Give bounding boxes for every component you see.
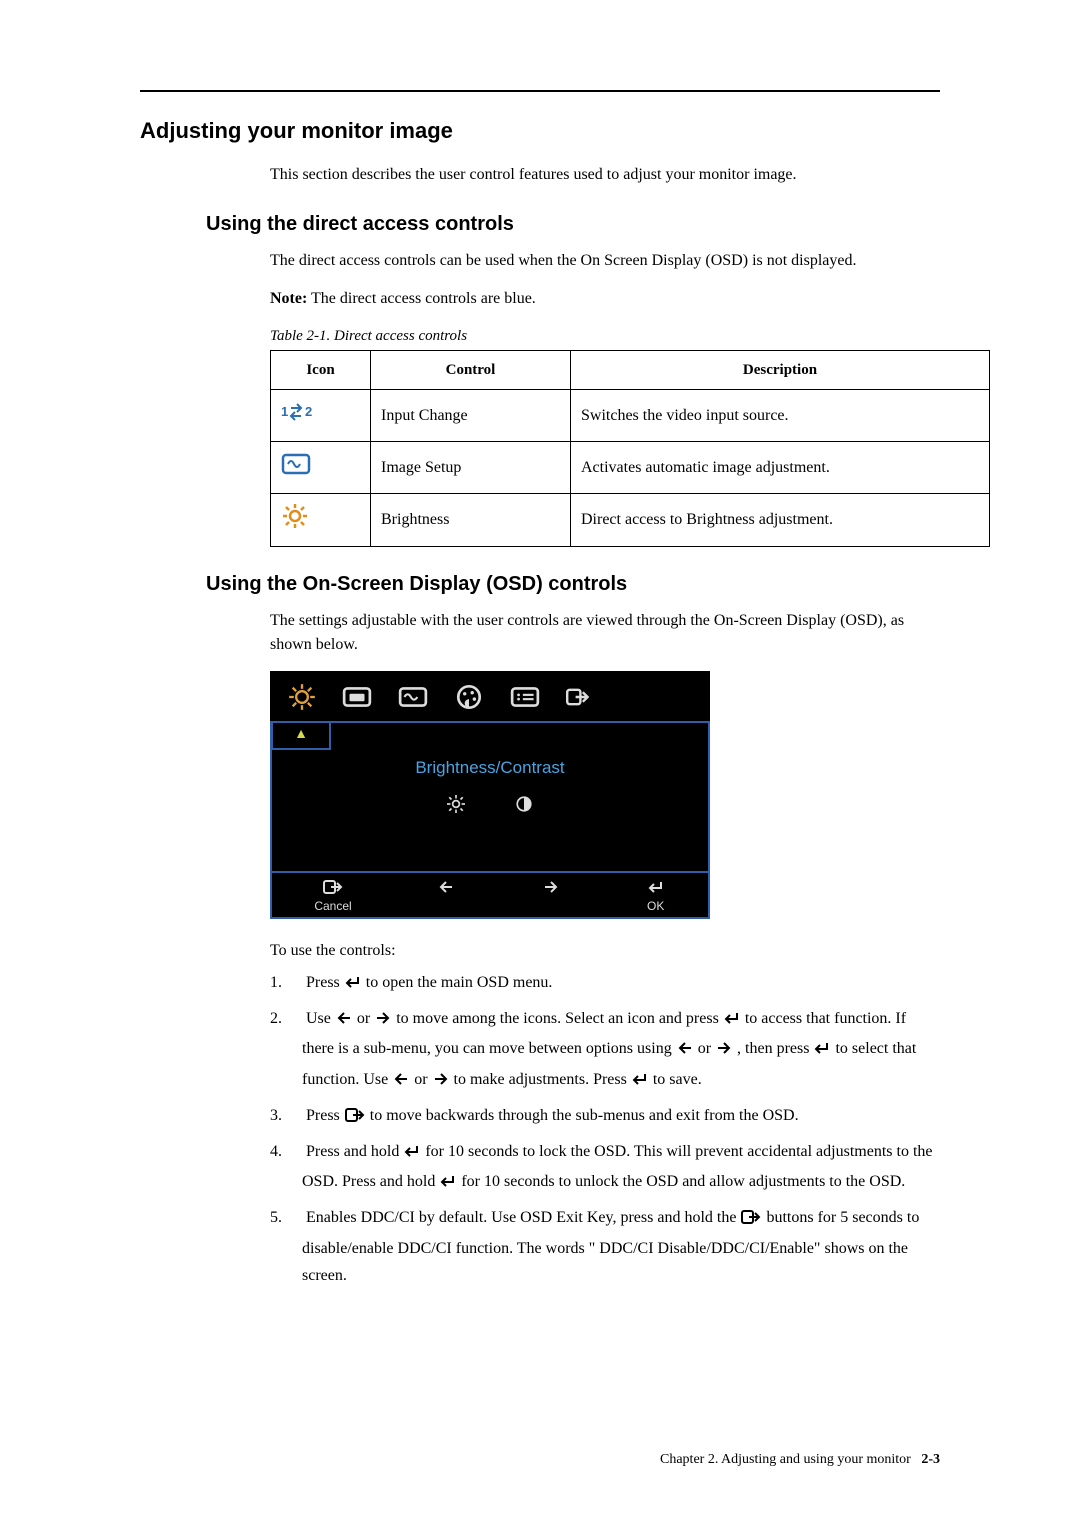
t: Press and hold: [306, 1143, 403, 1160]
osd-screen-icon: [342, 684, 372, 710]
intro-text: This section describes the user control …: [140, 163, 940, 187]
cell-control: Brightness: [371, 494, 571, 547]
osd-tab-mark: ▲: [271, 722, 331, 750]
t: to move among the icons. Select an icon …: [396, 1010, 723, 1027]
note-text: The direct access controls are blue.: [307, 290, 536, 307]
table-row: Image Setup Activates automatic image ad…: [271, 442, 990, 494]
enter-icon: [439, 1171, 457, 1198]
osd-body: ▲ Brightness/Contrast: [270, 721, 710, 871]
right-arrow-icon: [374, 1008, 392, 1035]
osd-title: Brightness/Contrast: [272, 723, 708, 781]
osd-top-icons: [270, 671, 710, 721]
t: or: [414, 1071, 431, 1088]
t: Press: [306, 1107, 344, 1124]
cell-icon-setup: [271, 442, 371, 494]
left-arrow-icon: [335, 1008, 353, 1035]
footer-page: 2-3: [921, 1452, 940, 1467]
osd-cancel-label: Cancel: [314, 897, 351, 915]
image-setup-icon: [281, 452, 311, 476]
osd-sun-icon: [288, 683, 316, 711]
cell-icon-input: [271, 390, 371, 442]
top-rule: [140, 90, 940, 92]
osd-panel: ▲ Brightness/Contrast Cancel OK: [270, 671, 710, 919]
osd-color-icon: [454, 684, 484, 710]
right-arrow-icon: [432, 1069, 450, 1096]
left-arrow-icon: [676, 1038, 694, 1065]
heading-adjusting: Adjusting your monitor image: [140, 114, 940, 147]
t: Enables DDC/CI by default. Use OSD Exit …: [306, 1209, 736, 1226]
right-arrow-icon: [715, 1038, 733, 1065]
direct-access-table: Icon Control Description Input Change Sw…: [270, 350, 990, 548]
osd-bottom-row: Cancel OK: [270, 871, 710, 919]
footer-chapter: Chapter 2. Adjusting and using your moni…: [660, 1452, 911, 1467]
osd-menu-icon: [510, 684, 540, 710]
t: Use: [306, 1010, 335, 1027]
th-icon: Icon: [271, 350, 371, 390]
left-arrow-icon: [436, 879, 456, 895]
osd-exit-icon: [566, 687, 590, 707]
osd-right: [541, 879, 561, 915]
enter-icon: [723, 1008, 741, 1035]
cell-control: Input Change: [371, 390, 571, 442]
cell-desc: Direct access to Brightness adjustment.: [571, 494, 990, 547]
t: to move backwards through the sub-menus …: [370, 1107, 799, 1124]
step-5: Enables DDC/CI by default. Use OSD Exit …: [270, 1204, 940, 1289]
cell-control: Image Setup: [371, 442, 571, 494]
note-line: Note: The direct access controls are blu…: [140, 287, 940, 311]
brightness-icon: [281, 502, 309, 530]
t: to make adjustments. Press: [454, 1071, 631, 1088]
direct-access-text: The direct access controls can be used w…: [140, 249, 940, 273]
step-2: Use or to move among the icons. Select a…: [270, 1005, 940, 1096]
t: or: [357, 1010, 374, 1027]
t: to save.: [653, 1071, 702, 1088]
steps-list: Press to open the main OSD menu. Use or …: [140, 969, 940, 1289]
note-label: Note:: [270, 290, 307, 307]
exit-icon: [322, 879, 344, 895]
osd-ok-label: OK: [647, 897, 664, 915]
step-3: Press to move backwards through the sub-…: [270, 1102, 940, 1132]
osd-cancel: Cancel: [314, 879, 351, 915]
cell-icon-brightness: [271, 494, 371, 547]
exit-icon: [740, 1207, 762, 1234]
table-row: Input Change Switches the video input so…: [271, 390, 990, 442]
table-header-row: Icon Control Description: [271, 350, 990, 390]
enter-icon: [646, 879, 666, 895]
heading-osd: Using the On-Screen Display (OSD) contro…: [140, 569, 940, 599]
th-description: Description: [571, 350, 990, 390]
t: to open the main OSD menu.: [366, 974, 553, 991]
enter-icon: [403, 1141, 421, 1168]
table-row: Brightness Direct access to Brightness a…: [271, 494, 990, 547]
osd-contrast-icon: [515, 795, 533, 813]
t: Press: [306, 974, 344, 991]
table-caption: Table 2-1. Direct access controls: [140, 325, 940, 348]
right-arrow-icon: [541, 879, 561, 895]
left-arrow-icon: [392, 1069, 410, 1096]
osd-sub-icons: [272, 781, 708, 813]
step-1: Press to open the main OSD menu.: [270, 969, 940, 999]
osd-sun-small-icon: [447, 795, 465, 813]
osd-intro: The settings adjustable with the user co…: [140, 609, 940, 657]
exit-icon: [344, 1105, 366, 1132]
heading-direct-access: Using the direct access controls: [140, 209, 940, 239]
enter-icon: [631, 1069, 649, 1096]
to-use-label: To use the controls:: [140, 939, 940, 963]
t: or: [698, 1040, 715, 1057]
osd-ok: OK: [646, 879, 666, 915]
input-change-icon: [281, 401, 315, 423]
t: for 10 seconds to unlock the OSD and all…: [461, 1173, 905, 1190]
step-4: Press and hold for 10 seconds to lock th…: [270, 1138, 940, 1198]
osd-left: [436, 879, 456, 915]
th-control: Control: [371, 350, 571, 390]
t: , then press: [737, 1040, 813, 1057]
osd-setup-icon: [398, 684, 428, 710]
cell-desc: Activates automatic image adjustment.: [571, 442, 990, 494]
enter-icon: [344, 972, 362, 999]
cell-desc: Switches the video input source.: [571, 390, 990, 442]
page-footer: Chapter 2. Adjusting and using your moni…: [140, 1449, 940, 1470]
enter-icon: [813, 1038, 831, 1065]
